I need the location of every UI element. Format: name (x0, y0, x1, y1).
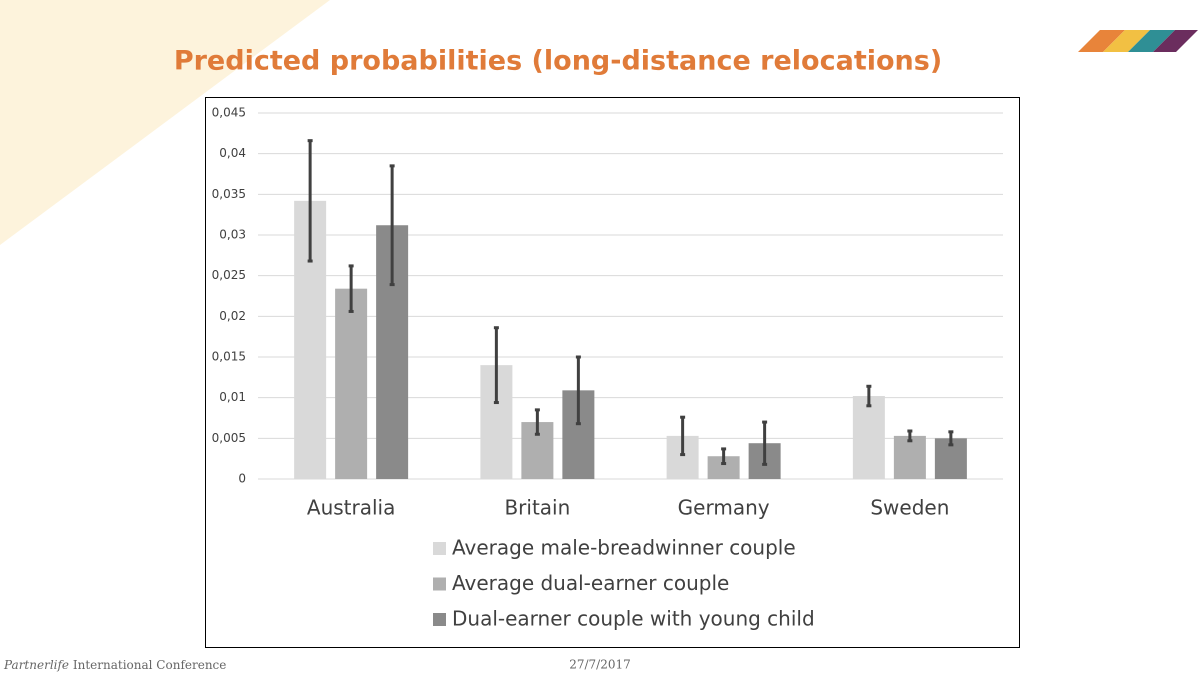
error-bar (493, 326, 499, 405)
legend-label: Average male-breadwinner couple (452, 536, 796, 560)
legend-swatch (433, 577, 446, 591)
error-bar (907, 429, 913, 443)
y-tick-label: 0,045 (212, 106, 246, 120)
footer: Partnerlife International Conference (3, 658, 226, 672)
y-tick-label: 0,02 (219, 309, 246, 323)
error-bar (866, 384, 872, 408)
y-tick-label: 0,025 (212, 268, 246, 282)
error-bar (348, 264, 354, 313)
error-bar (762, 420, 768, 466)
y-tick-label: 0,005 (212, 431, 246, 445)
logo (1078, 30, 1198, 52)
error-bar (721, 447, 727, 466)
footer-event: International Conference (73, 658, 227, 672)
x-tick-label: Sweden (870, 496, 949, 520)
legend-label: Average dual-earner couple (452, 571, 729, 595)
y-tick-label: 0,04 (219, 146, 246, 160)
error-bar (680, 415, 686, 457)
bar (335, 288, 368, 479)
y-tick-label: 0 (238, 472, 246, 486)
legend-swatch (433, 613, 446, 626)
y-tick-label: 0,01 (219, 390, 246, 404)
y-tick-label: 0,015 (212, 350, 246, 364)
background-triangle (0, 0, 330, 245)
footer-date: 27/7/2017 (569, 658, 631, 672)
y-tick-label: 0,03 (219, 228, 246, 242)
chart-frame (205, 97, 1020, 648)
error-bar (534, 408, 540, 436)
x-tick-label: Britain (504, 496, 570, 520)
plot: 0 0,005 0,01 0,015 0,02 0,025 0,03 0,035 0,04 0,0… (212, 106, 1003, 631)
error-bar (948, 430, 954, 447)
error-bar (389, 164, 395, 287)
chart-title: Predicted probabilities (long-distance r… (174, 46, 942, 77)
bar (707, 456, 740, 479)
x-tick-label: Germany (678, 496, 770, 520)
x-tick-label: Australia (307, 496, 395, 520)
bar (852, 396, 885, 479)
legend-swatch (433, 542, 446, 555)
y-tick-label: 0,035 (212, 187, 246, 201)
bar (893, 435, 926, 479)
legend-label: Dual-earner couple with young child (452, 607, 815, 631)
error-bar (575, 355, 581, 426)
error-bar (307, 139, 313, 263)
footer-organizer: Partnerlife (3, 658, 69, 672)
